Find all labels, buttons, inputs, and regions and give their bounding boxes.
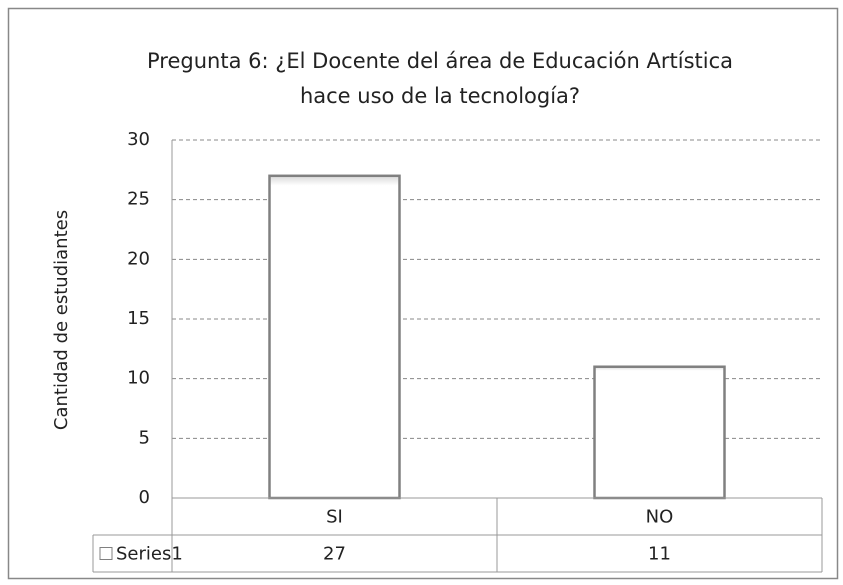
table-value: 11 xyxy=(648,544,671,565)
legend-label: Series1 xyxy=(116,544,183,565)
chart-title: hace uso de la tecnología? xyxy=(300,84,580,108)
bar xyxy=(593,365,726,500)
y-tick-label: 5 xyxy=(139,427,150,448)
x-tick-label: SI xyxy=(326,507,343,528)
y-tick-label: 25 xyxy=(127,189,150,210)
y-axis-label: Cantidad de estudiantes xyxy=(51,210,72,430)
y-tick-label: 15 xyxy=(127,308,150,329)
y-tick-label: 30 xyxy=(127,129,150,150)
y-tick-label: 0 xyxy=(139,487,150,508)
x-tick-label: NO xyxy=(646,507,674,528)
chart-title: Pregunta 6: ¿El Docente del área de Educ… xyxy=(147,49,733,73)
y-tick-label: 10 xyxy=(127,368,150,389)
bar xyxy=(268,174,401,500)
y-tick-label: 20 xyxy=(127,248,150,269)
legend-key xyxy=(99,547,113,560)
table-value: 27 xyxy=(323,544,346,565)
